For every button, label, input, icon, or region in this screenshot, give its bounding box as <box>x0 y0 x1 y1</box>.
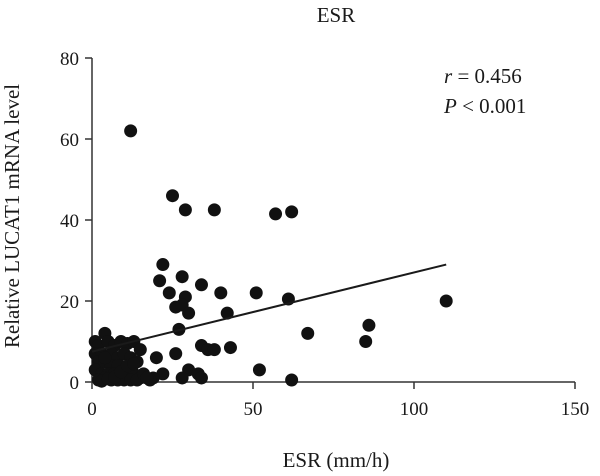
data-point <box>182 306 196 320</box>
regression-line <box>91 263 447 353</box>
x-tick-label: 150 <box>561 399 590 420</box>
r-symbol: r <box>444 64 453 88</box>
r-value: = 0.456 <box>452 64 522 88</box>
x-axis-title: ESR (mm/h) <box>283 448 390 472</box>
data-point <box>252 363 266 377</box>
data-point <box>301 326 315 340</box>
data-point <box>140 371 154 385</box>
data-point <box>169 347 183 361</box>
data-point <box>194 371 208 385</box>
data-point <box>166 189 179 203</box>
data-point <box>162 286 176 300</box>
p-symbol: P <box>443 94 457 118</box>
p-value: < 0.001 <box>457 94 527 118</box>
y-ticks: 0 20 40 60 80 <box>60 49 92 394</box>
data-point <box>175 371 189 385</box>
data-points <box>88 124 453 388</box>
data-point <box>149 351 163 365</box>
x-tick-label: 50 <box>244 399 263 420</box>
y-tick-label: 80 <box>60 49 79 70</box>
data-point <box>220 306 234 320</box>
x-tick-label: 0 <box>87 399 97 420</box>
data-point <box>223 341 237 355</box>
data-point <box>269 207 283 221</box>
data-point <box>214 286 228 300</box>
data-point <box>194 278 208 292</box>
data-point <box>439 294 453 308</box>
chart-title: ESR <box>317 3 356 27</box>
r-value-text: r = 0.456 <box>444 64 522 88</box>
y-tick-label: 40 <box>60 211 79 232</box>
data-point <box>362 318 376 332</box>
data-point <box>249 286 263 300</box>
data-point <box>98 351 112 365</box>
data-point <box>207 343 221 357</box>
y-tick-label: 20 <box>60 292 79 313</box>
data-point <box>153 274 167 288</box>
data-point <box>207 203 221 217</box>
data-point <box>133 343 147 357</box>
data-point <box>285 205 299 219</box>
p-value-text: P < 0.001 <box>443 94 526 118</box>
data-point <box>156 258 170 272</box>
y-tick-label: 0 <box>70 373 80 394</box>
stats-annotation: r = 0.456 P < 0.001 <box>443 64 526 118</box>
data-point <box>359 335 373 348</box>
data-point <box>175 270 189 284</box>
data-point <box>178 203 192 217</box>
data-point <box>285 373 299 387</box>
data-point <box>124 124 138 138</box>
y-axis-title: Relative LUCAT1 mRNA level <box>0 84 24 348</box>
data-point <box>127 357 141 371</box>
x-tick-label: 100 <box>400 399 429 420</box>
y-tick-label: 60 <box>60 130 79 151</box>
x-ticks: 0 50 100 150 <box>87 382 589 420</box>
